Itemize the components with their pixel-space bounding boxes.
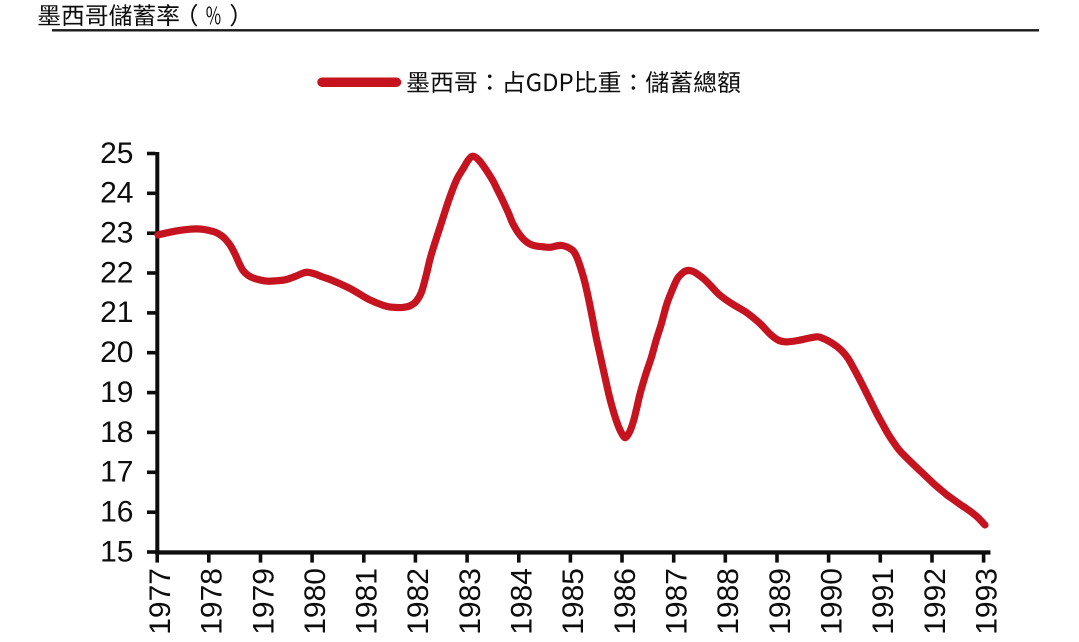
- svg-text:1989: 1989: [764, 568, 797, 635]
- svg-text:1992: 1992: [919, 568, 952, 635]
- svg-text:1978: 1978: [196, 568, 229, 635]
- svg-text:25: 25: [100, 137, 133, 170]
- svg-text:1984: 1984: [506, 568, 539, 635]
- svg-text:1979: 1979: [247, 568, 280, 635]
- svg-text:1990: 1990: [815, 568, 848, 635]
- svg-text:21: 21: [100, 296, 133, 329]
- svg-text:23: 23: [100, 217, 133, 250]
- svg-text:16: 16: [100, 496, 133, 529]
- svg-text:20: 20: [100, 336, 133, 369]
- svg-text:15: 15: [100, 535, 133, 568]
- svg-text:1982: 1982: [402, 568, 435, 635]
- svg-text:18: 18: [100, 416, 133, 449]
- svg-text:1981: 1981: [351, 568, 384, 635]
- svg-text:1983: 1983: [454, 568, 487, 635]
- svg-text:1993: 1993: [970, 568, 1003, 635]
- svg-text:17: 17: [100, 456, 133, 489]
- svg-text:22: 22: [100, 256, 133, 289]
- svg-text:1987: 1987: [661, 568, 694, 635]
- svg-text:24: 24: [100, 177, 133, 210]
- svg-text:1977: 1977: [144, 568, 177, 635]
- svg-text:1985: 1985: [557, 568, 590, 635]
- svg-text:1988: 1988: [712, 568, 745, 635]
- svg-text:1991: 1991: [867, 568, 900, 635]
- svg-text:1986: 1986: [609, 568, 642, 635]
- svg-text:19: 19: [100, 376, 133, 409]
- svg-text:1980: 1980: [299, 568, 332, 635]
